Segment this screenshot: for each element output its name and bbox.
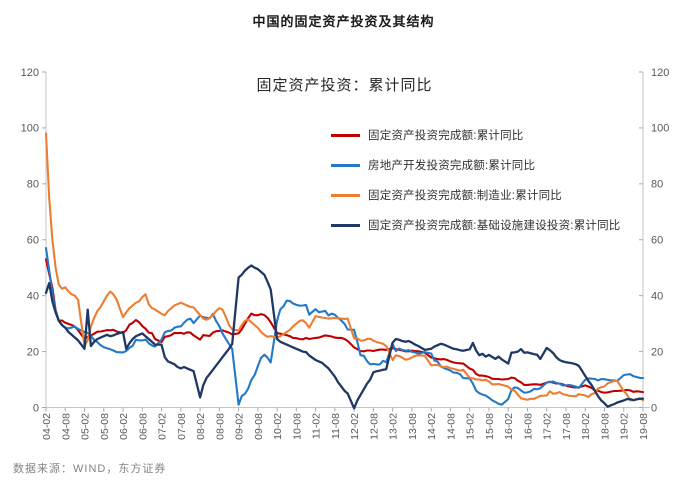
chart-subtitle: 固定资产投资：累计同比 xyxy=(256,77,433,94)
svg-text:11-02: 11-02 xyxy=(311,413,323,439)
svg-text:04-02: 04-02 xyxy=(41,413,53,440)
svg-text:60: 60 xyxy=(27,235,39,247)
legend-line-swatch-navy xyxy=(331,223,360,227)
data-source-note: 数据来源：WIND，东方证券 xyxy=(13,463,167,475)
svg-text:13-02: 13-02 xyxy=(388,413,400,440)
svg-text:13-08: 13-08 xyxy=(407,413,419,440)
svg-text:60: 60 xyxy=(651,235,663,247)
legend-label: 固定资产投资完成额:基础设施建设投资:累计同比 xyxy=(368,220,621,232)
svg-text:18-02: 18-02 xyxy=(580,413,592,440)
legend-item-infrastructure: 固定资产投资完成额:基础设施建设投资:累计同比 xyxy=(331,210,621,240)
svg-text:09-08: 09-08 xyxy=(253,413,265,440)
chart-legend: 固定资产投资完成额:累计同比 房地产开发投资完成额:累计同比 固定资产投资完成额… xyxy=(331,120,621,240)
svg-text:0: 0 xyxy=(651,402,657,414)
svg-text:20: 20 xyxy=(651,346,663,358)
svg-text:10-02: 10-02 xyxy=(272,413,284,440)
svg-text:10-08: 10-08 xyxy=(291,413,303,440)
legend-label: 固定资产投资完成额:制造业:累计同比 xyxy=(368,190,562,202)
legend-label: 房地产开发投资完成额:累计同比 xyxy=(368,160,536,172)
svg-text:06-08: 06-08 xyxy=(137,413,149,440)
legend-line-swatch-red xyxy=(331,133,360,137)
svg-text:15-02: 15-02 xyxy=(465,413,477,440)
svg-text:0: 0 xyxy=(33,402,39,414)
svg-text:08-02: 08-02 xyxy=(195,413,207,440)
svg-text:19-08: 19-08 xyxy=(638,413,650,440)
svg-text:15-08: 15-08 xyxy=(484,413,496,440)
svg-text:05-02: 05-02 xyxy=(80,413,92,440)
svg-text:18-08: 18-08 xyxy=(599,413,611,440)
svg-text:05-08: 05-08 xyxy=(99,413,111,440)
legend-item-real-estate: 房地产开发投资完成额:累计同比 xyxy=(331,150,621,180)
svg-text:40: 40 xyxy=(651,290,663,302)
svg-text:40: 40 xyxy=(27,290,39,302)
svg-text:08-08: 08-08 xyxy=(214,413,226,440)
svg-text:80: 80 xyxy=(27,179,39,191)
svg-text:17-08: 17-08 xyxy=(561,413,573,440)
series-line-3 xyxy=(44,264,645,410)
svg-text:120: 120 xyxy=(651,67,669,79)
svg-text:06-02: 06-02 xyxy=(118,413,130,440)
legend-item-fai-total: 固定资产投资完成额:累计同比 xyxy=(331,120,621,150)
svg-text:80: 80 xyxy=(651,179,663,191)
svg-text:100: 100 xyxy=(21,123,39,135)
series-line-1 xyxy=(44,247,645,406)
svg-text:12-08: 12-08 xyxy=(368,413,380,440)
svg-text:14-02: 14-02 xyxy=(426,413,438,440)
legend-item-manufacturing: 固定资产投资完成额:制造业:累计同比 xyxy=(331,180,621,210)
legend-label: 固定资产投资完成额:累计同比 xyxy=(368,130,524,142)
svg-text:11-08: 11-08 xyxy=(330,413,342,439)
svg-text:100: 100 xyxy=(651,123,669,135)
svg-text:07-02: 07-02 xyxy=(157,413,169,440)
svg-text:14-08: 14-08 xyxy=(445,413,457,440)
svg-text:04-08: 04-08 xyxy=(60,413,72,440)
svg-text:19-02: 19-02 xyxy=(619,413,631,440)
svg-text:17-02: 17-02 xyxy=(542,413,554,440)
series-line-2 xyxy=(44,132,645,402)
page-title: 中国的固定资产投资及其结构 xyxy=(252,14,435,29)
svg-text:09-02: 09-02 xyxy=(234,413,246,440)
svg-text:120: 120 xyxy=(21,67,39,79)
legend-line-swatch-blue xyxy=(331,163,360,167)
svg-text:16-02: 16-02 xyxy=(503,413,515,440)
series-line-0 xyxy=(44,258,645,394)
svg-text:12-02: 12-02 xyxy=(349,413,361,440)
svg-text:07-08: 07-08 xyxy=(176,413,188,440)
svg-text:20: 20 xyxy=(27,346,39,358)
legend-line-swatch-orange xyxy=(331,193,360,197)
svg-text:16-08: 16-08 xyxy=(522,413,534,440)
